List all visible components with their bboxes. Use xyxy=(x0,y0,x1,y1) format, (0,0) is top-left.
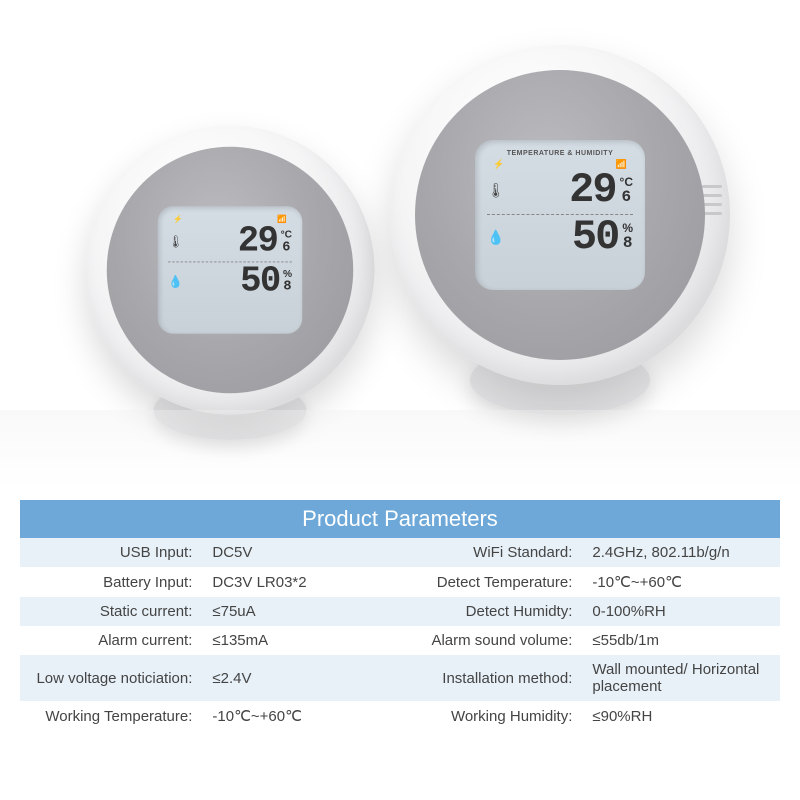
table-row: USB Input:DC5VWiFi Standard:2.4GHz, 802.… xyxy=(20,538,780,567)
param-label: WiFi Standard: xyxy=(400,538,582,567)
param-value: ≤2.4V xyxy=(202,655,400,701)
table-row: Static current:≤75uADetect Humidty:0-100… xyxy=(20,597,780,626)
param-value: -10℃~+60℃ xyxy=(582,567,780,597)
device-front-view: TEMPERATURE & HUMIDITY ⚡📶 🌡 29 °C6 💧 50 … xyxy=(390,45,730,385)
param-label: Detect Humidty: xyxy=(400,597,582,626)
plug-icon: ⚡ xyxy=(173,215,183,224)
param-label: Alarm sound volume: xyxy=(400,626,582,655)
table-row: Alarm current:≤135mAAlarm sound volume:≤… xyxy=(20,626,780,655)
thermometer-icon: 🌡 xyxy=(487,182,505,199)
parameters-section: Product Parameters USB Input:DC5VWiFi St… xyxy=(20,500,780,731)
table-row: Battery Input:DC3V LR03*2Detect Temperat… xyxy=(20,567,780,597)
param-value: DC5V xyxy=(202,538,400,567)
droplet-icon: 💧 xyxy=(168,274,183,288)
droplet-icon: 💧 xyxy=(487,229,505,246)
param-label: Low voltage noticiation: xyxy=(20,655,202,701)
humidity-display: 50 xyxy=(183,266,279,298)
param-label: Detect Temperature: xyxy=(400,567,582,597)
plug-icon: ⚡ xyxy=(493,159,504,170)
wifi-icon: 📶 xyxy=(277,215,287,224)
param-value: ≤135mA xyxy=(202,626,400,655)
parameters-table: USB Input:DC5VWiFi Standard:2.4GHz, 802.… xyxy=(20,538,780,731)
param-label: Battery Input: xyxy=(20,567,202,597)
lcd-header: TEMPERATURE & HUMIDITY xyxy=(487,150,633,157)
device-left-view: ⚡📶 🌡 29 °C6 💧 50 %8 xyxy=(86,126,375,415)
param-label: Alarm current: xyxy=(20,626,202,655)
temp-display: 29 xyxy=(183,226,277,258)
wifi-icon: 📶 xyxy=(616,159,627,170)
param-label: Working Temperature: xyxy=(20,701,202,731)
param-value: ≤75uA xyxy=(202,597,400,626)
table-row: Working Temperature:-10℃~+60℃Working Hum… xyxy=(20,701,780,731)
param-label: USB Input: xyxy=(20,538,202,567)
param-label: Installation method: xyxy=(400,655,582,701)
param-value: ≤90%RH xyxy=(582,701,780,731)
thermometer-icon: 🌡 xyxy=(168,235,183,249)
speaker-grille xyxy=(702,185,722,215)
product-image-area: ⚡📶 🌡 29 °C6 💧 50 %8 xyxy=(0,0,800,490)
param-value: -10℃~+60℃ xyxy=(202,701,400,731)
param-value: 2.4GHz, 802.11b/g/n xyxy=(582,538,780,567)
humidity-display: 50 xyxy=(505,219,618,257)
param-value: DC3V LR03*2 xyxy=(202,567,400,597)
param-value: Wall mounted/ Horizontal placement xyxy=(582,655,780,701)
param-value: 0-100%RH xyxy=(582,597,780,626)
param-value: ≤55db/1m xyxy=(582,626,780,655)
table-row: Low voltage noticiation:≤2.4VInstallatio… xyxy=(20,655,780,701)
parameters-title: Product Parameters xyxy=(20,500,780,538)
temp-display: 29 xyxy=(505,172,616,210)
param-label: Static current: xyxy=(20,597,202,626)
param-label: Working Humidity: xyxy=(400,701,582,731)
